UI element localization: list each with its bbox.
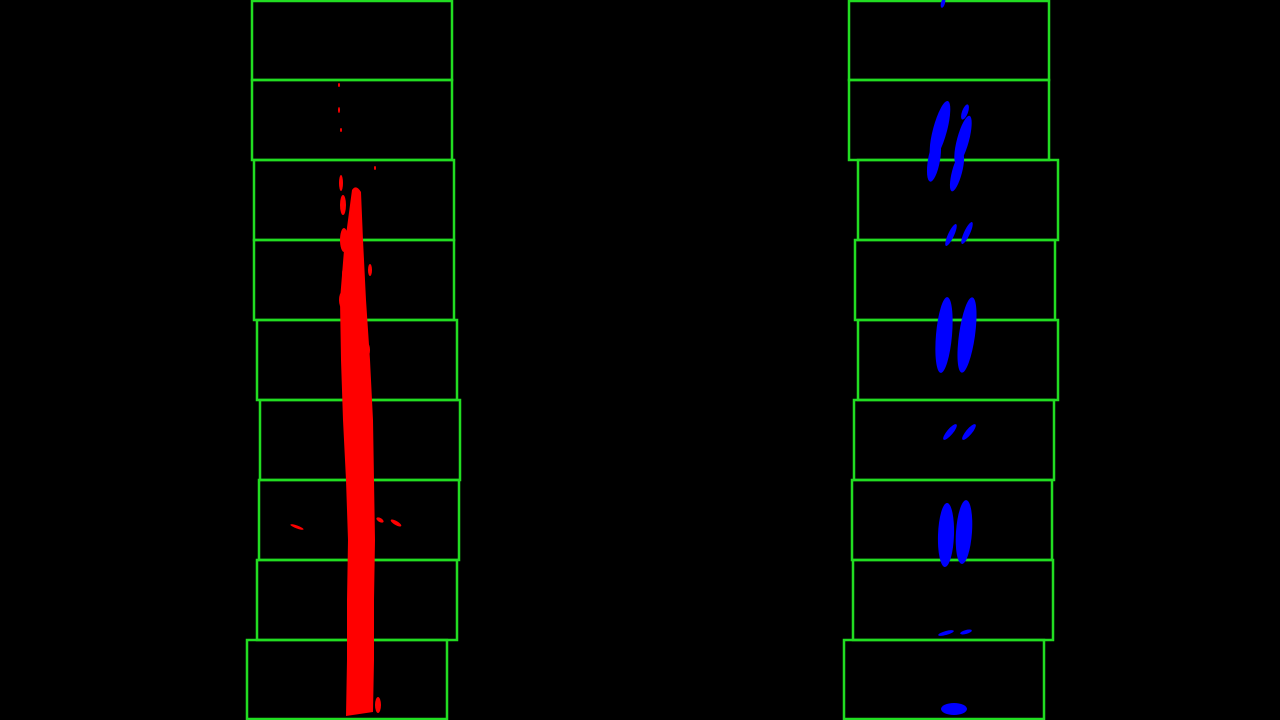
right-lane-pixels bbox=[926, 0, 977, 715]
right-lane-fragment bbox=[954, 115, 972, 165]
left-lane-fragment bbox=[290, 524, 304, 530]
left-lane-pixels bbox=[290, 83, 402, 716]
left-lane-fragment bbox=[340, 195, 346, 215]
left-lane-fragment bbox=[366, 344, 370, 356]
right-lane-fragment bbox=[937, 503, 955, 567]
right-lane-fragment bbox=[940, 0, 946, 8]
left-lane-fragment bbox=[375, 697, 381, 713]
right-lane-fragment bbox=[957, 297, 977, 373]
left-lane-fragment bbox=[376, 517, 384, 523]
right-lane-fragment bbox=[961, 104, 969, 120]
right-window bbox=[842, 638, 1046, 720]
right-lane-fragment bbox=[955, 500, 973, 564]
right-lane-fragment bbox=[961, 222, 973, 244]
left-lane-fragment bbox=[374, 166, 376, 170]
left-lane-fragment bbox=[342, 266, 348, 284]
left-lane-fragment bbox=[390, 519, 402, 527]
left-lane-fragment bbox=[339, 292, 345, 308]
right-lane-fragment bbox=[935, 297, 953, 373]
right-lane-fragment bbox=[926, 138, 942, 182]
right-lane-fragment bbox=[941, 703, 967, 715]
right-lane-fragment bbox=[938, 630, 954, 636]
right-lane-fragment bbox=[945, 224, 957, 246]
left-lane-fragment bbox=[338, 83, 340, 87]
right-lane-fragment bbox=[960, 629, 972, 635]
right-sliding-windows bbox=[842, 0, 1060, 720]
left-lane-fragment bbox=[338, 107, 340, 113]
left-lane-fragment bbox=[340, 228, 348, 252]
right-lane-fragment bbox=[949, 152, 965, 192]
left-lane-fragment bbox=[368, 264, 372, 276]
left-lane-fragment bbox=[340, 128, 342, 132]
left-lane-fragment bbox=[339, 175, 343, 191]
right-lane-fragment bbox=[962, 424, 976, 440]
left-lane-main-stroke bbox=[340, 187, 375, 716]
right-lane-fragment bbox=[943, 424, 957, 440]
